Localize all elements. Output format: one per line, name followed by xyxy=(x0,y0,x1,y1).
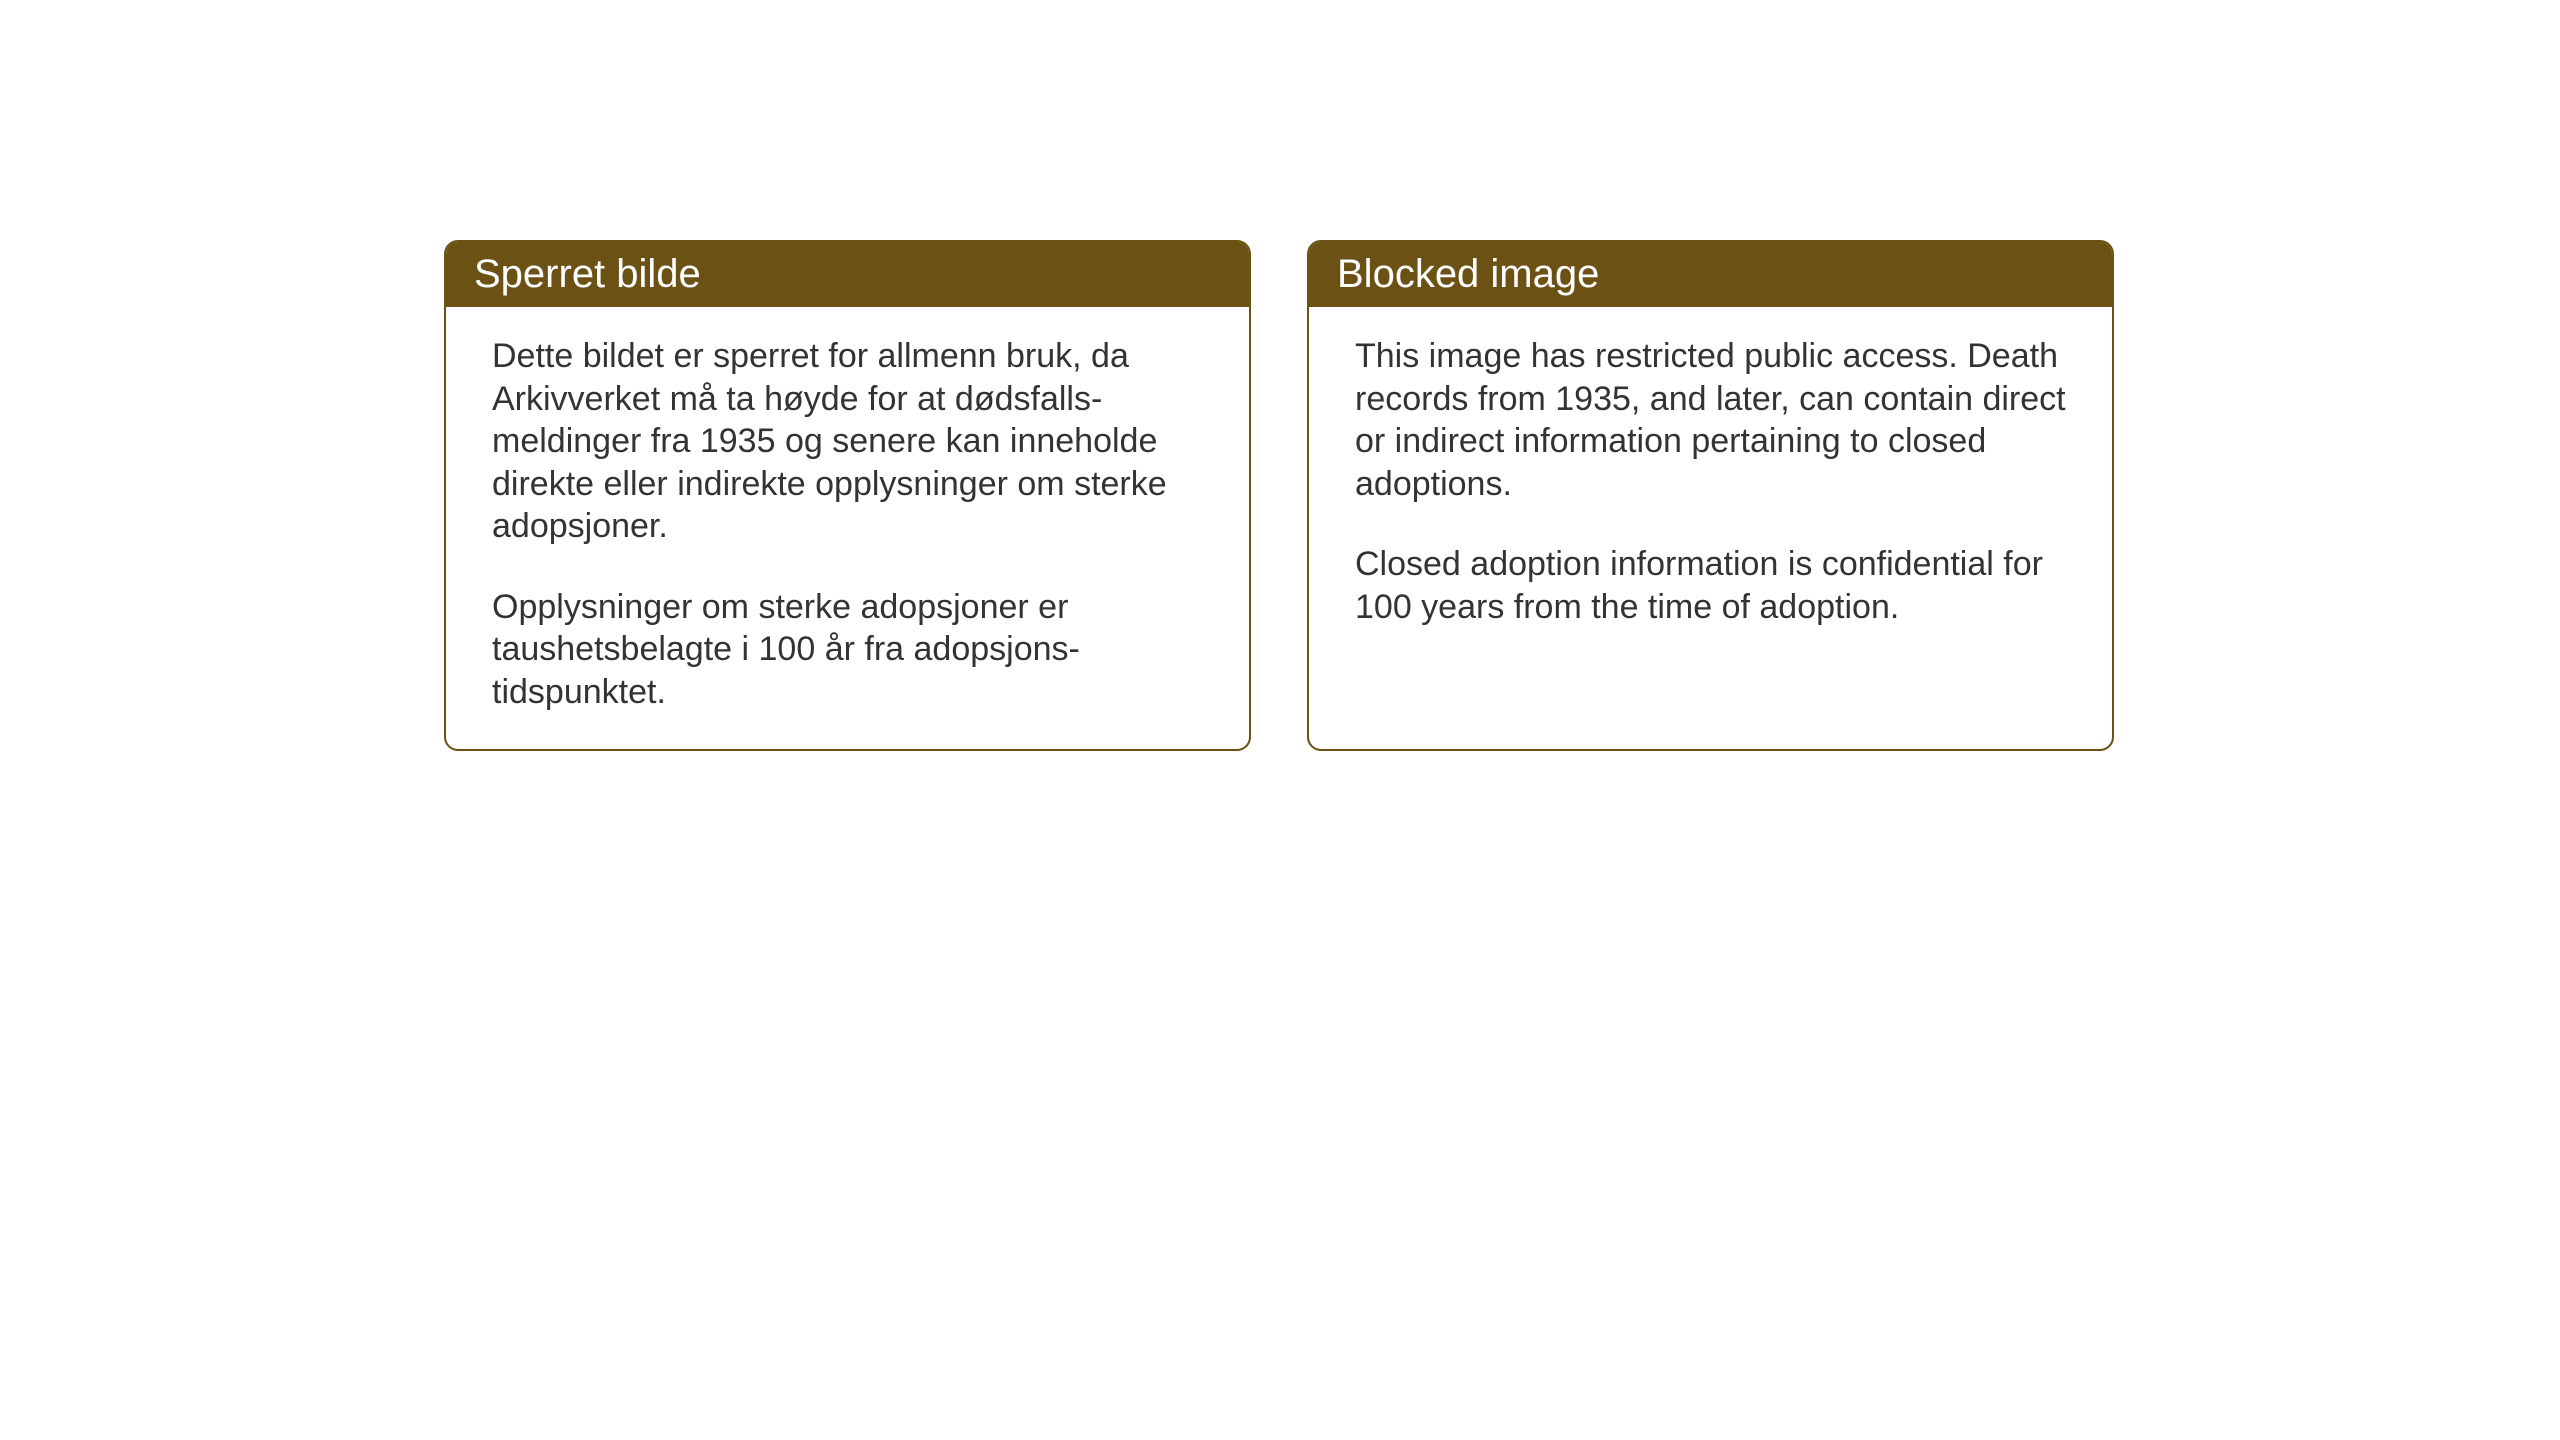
norwegian-notice-card: Sperret bilde Dette bildet er sperret fo… xyxy=(444,240,1251,751)
english-paragraph-2: Closed adoption information is confident… xyxy=(1355,543,2066,628)
norwegian-paragraph-1: Dette bildet er sperret for allmenn bruk… xyxy=(492,335,1203,548)
norwegian-card-title: Sperret bilde xyxy=(446,242,1249,307)
norwegian-card-body: Dette bildet er sperret for allmenn bruk… xyxy=(446,307,1249,749)
norwegian-paragraph-2: Opplysninger om sterke adopsjoner er tau… xyxy=(492,586,1203,714)
english-card-body: This image has restricted public access.… xyxy=(1309,307,2112,664)
english-card-title: Blocked image xyxy=(1309,242,2112,307)
notice-container: Sperret bilde Dette bildet er sperret fo… xyxy=(444,240,2114,751)
english-paragraph-1: This image has restricted public access.… xyxy=(1355,335,2066,505)
english-notice-card: Blocked image This image has restricted … xyxy=(1307,240,2114,751)
